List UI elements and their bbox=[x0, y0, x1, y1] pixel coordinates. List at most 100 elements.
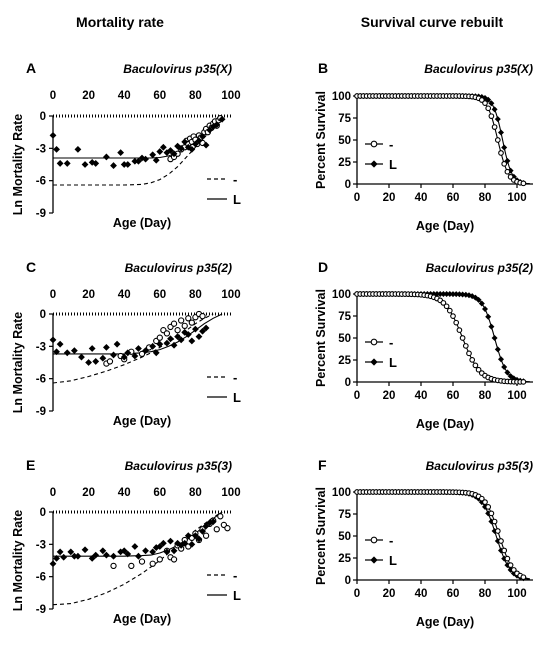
curve-marker-open-circle bbox=[498, 538, 504, 544]
y-tick-label: -9 bbox=[36, 406, 46, 418]
x-tick-label: 0 bbox=[354, 588, 360, 600]
fit-line-dashed bbox=[52, 511, 223, 606]
legend-label: L bbox=[233, 192, 241, 207]
panel-letter: B bbox=[318, 60, 328, 76]
curve-marker-open-circle bbox=[520, 574, 527, 581]
panel-title: Baculovirus p35(2) bbox=[125, 261, 232, 275]
curve-marker-open-circle bbox=[491, 518, 498, 525]
legend-label: L bbox=[389, 157, 397, 172]
curve-marker-filled-diamond bbox=[446, 291, 453, 298]
curve-marker-open-circle bbox=[450, 313, 456, 319]
curve-marker-filled-diamond bbox=[494, 346, 501, 353]
data-point-open-circle bbox=[138, 350, 146, 358]
data-point-filled-diamond bbox=[195, 535, 203, 543]
data-point-filled-diamond bbox=[53, 348, 60, 356]
curve-marker-filled-diamond bbox=[498, 129, 504, 136]
y-axis-label: Ln Mortality Rate bbox=[11, 114, 25, 215]
data-point-filled-diamond bbox=[184, 532, 192, 540]
x-tick-label: 40 bbox=[415, 390, 428, 402]
curve-marker-open-circle bbox=[472, 362, 479, 369]
data-point-filled-diamond bbox=[142, 347, 149, 355]
x-tick-label: 20 bbox=[383, 588, 396, 600]
panel-f: F Baculovirus p35(3) 0 25 50 75 100 0 20 40 60 80 10… bbox=[314, 457, 533, 629]
fit-line-solid bbox=[53, 313, 223, 355]
data-point-filled-diamond bbox=[49, 132, 57, 139]
y-tick-label: 100 bbox=[332, 289, 351, 301]
data-point-filled-diamond bbox=[142, 155, 149, 163]
curve-marker-open-circle bbox=[469, 357, 476, 363]
panel-e: E Baculovirus p35(3) 0 -3 -6 -9 0 20 40 60 80 100 Ag… bbox=[11, 457, 241, 626]
y-axis-label: Percent Survival bbox=[314, 289, 328, 387]
legend-label: - bbox=[389, 335, 393, 350]
y-tick-label: -6 bbox=[36, 374, 46, 386]
data-point-filled-diamond bbox=[120, 547, 128, 555]
y-tick-label: 25 bbox=[338, 157, 351, 169]
x-tick-label: 80 bbox=[479, 588, 492, 600]
data-point-filled-diamond bbox=[49, 336, 57, 344]
data-point-filled-diamond bbox=[92, 551, 100, 559]
legend-label: L bbox=[233, 588, 241, 603]
y-axis-label: Ln Mortality Rate bbox=[11, 312, 25, 413]
panel-a: A Baculovirus p35(X) 0 -3 -6 -9 0 20 40 60 80 100 Ag… bbox=[11, 60, 241, 230]
data-point-filled-diamond bbox=[167, 335, 174, 343]
y-tick-label: 0 bbox=[40, 507, 46, 519]
x-tick-label: 60 bbox=[447, 588, 460, 600]
data-point-filled-diamond bbox=[152, 349, 160, 357]
curve-marker-open-circle bbox=[520, 379, 527, 385]
data-point-filled-diamond bbox=[63, 349, 71, 357]
data-point-filled-diamond bbox=[184, 331, 192, 338]
data-point-filled-diamond bbox=[53, 554, 60, 562]
curve-marker-open-circle bbox=[488, 113, 495, 120]
legend-label: - bbox=[389, 137, 393, 152]
data-point-filled-diamond bbox=[92, 358, 100, 365]
data-point-filled-diamond bbox=[192, 140, 199, 148]
data-point-open-circle bbox=[202, 532, 210, 539]
x-tick-label: 0 bbox=[354, 192, 360, 204]
curve-marker-open-circle bbox=[462, 343, 469, 349]
data-point-filled-diamond bbox=[117, 149, 125, 157]
data-point-filled-diamond bbox=[113, 340, 121, 348]
y-tick-label: 100 bbox=[332, 91, 351, 103]
data-point-filled-diamond bbox=[56, 548, 64, 556]
data-point-filled-diamond bbox=[167, 147, 174, 154]
x-tick-label: 20 bbox=[383, 390, 396, 402]
y-axis-label: Ln Mortality Rate bbox=[11, 510, 25, 611]
x-tick-label: 40 bbox=[118, 90, 131, 102]
panel-letter: C bbox=[26, 259, 36, 275]
curve-marker-filled-diamond bbox=[478, 300, 485, 307]
legend-marker-open-circle bbox=[370, 536, 378, 544]
y-tick-label: -6 bbox=[36, 176, 46, 188]
y-tick-label: 25 bbox=[338, 553, 351, 565]
data-point-filled-diamond bbox=[163, 339, 171, 347]
x-tick-label: 100 bbox=[221, 90, 240, 102]
data-point-filled-diamond bbox=[53, 146, 60, 153]
data-point-filled-diamond bbox=[195, 333, 203, 341]
x-tick-label: 40 bbox=[118, 487, 131, 499]
legend-label: - bbox=[233, 568, 237, 583]
legend-label: L bbox=[389, 355, 397, 370]
curve-marker-open-circle bbox=[456, 327, 463, 333]
legend: -L bbox=[207, 172, 241, 207]
x-tick-label: 40 bbox=[118, 289, 131, 301]
curve-marker-filled-diamond bbox=[504, 369, 511, 376]
data-point-filled-diamond bbox=[124, 550, 132, 558]
data-point-filled-diamond bbox=[131, 352, 139, 360]
column-title-survival: Survival curve rebuilt bbox=[361, 14, 504, 30]
x-tick-label: 100 bbox=[221, 289, 240, 301]
y-tick-label: 0 bbox=[345, 575, 351, 587]
data-point-filled-diamond bbox=[149, 151, 157, 159]
data-point-filled-diamond bbox=[149, 342, 157, 350]
curve-marker-open-circle bbox=[494, 528, 501, 534]
curve-marker-filled-diamond bbox=[443, 291, 450, 298]
curve-marker-open-circle bbox=[482, 499, 488, 505]
legend: -L bbox=[207, 370, 241, 405]
data-point-filled-diamond bbox=[110, 351, 117, 359]
curve-marker-filled-diamond bbox=[475, 296, 482, 303]
curve-marker-filled-diamond bbox=[501, 144, 508, 151]
data-point-filled-diamond bbox=[135, 552, 142, 560]
data-point-filled-diamond bbox=[195, 137, 203, 145]
data-point-filled-diamond bbox=[70, 347, 78, 355]
legend-marker-filled-diamond bbox=[370, 556, 378, 564]
curve-marker-open-circle bbox=[504, 168, 511, 175]
y-tick-label: 0 bbox=[345, 179, 351, 191]
